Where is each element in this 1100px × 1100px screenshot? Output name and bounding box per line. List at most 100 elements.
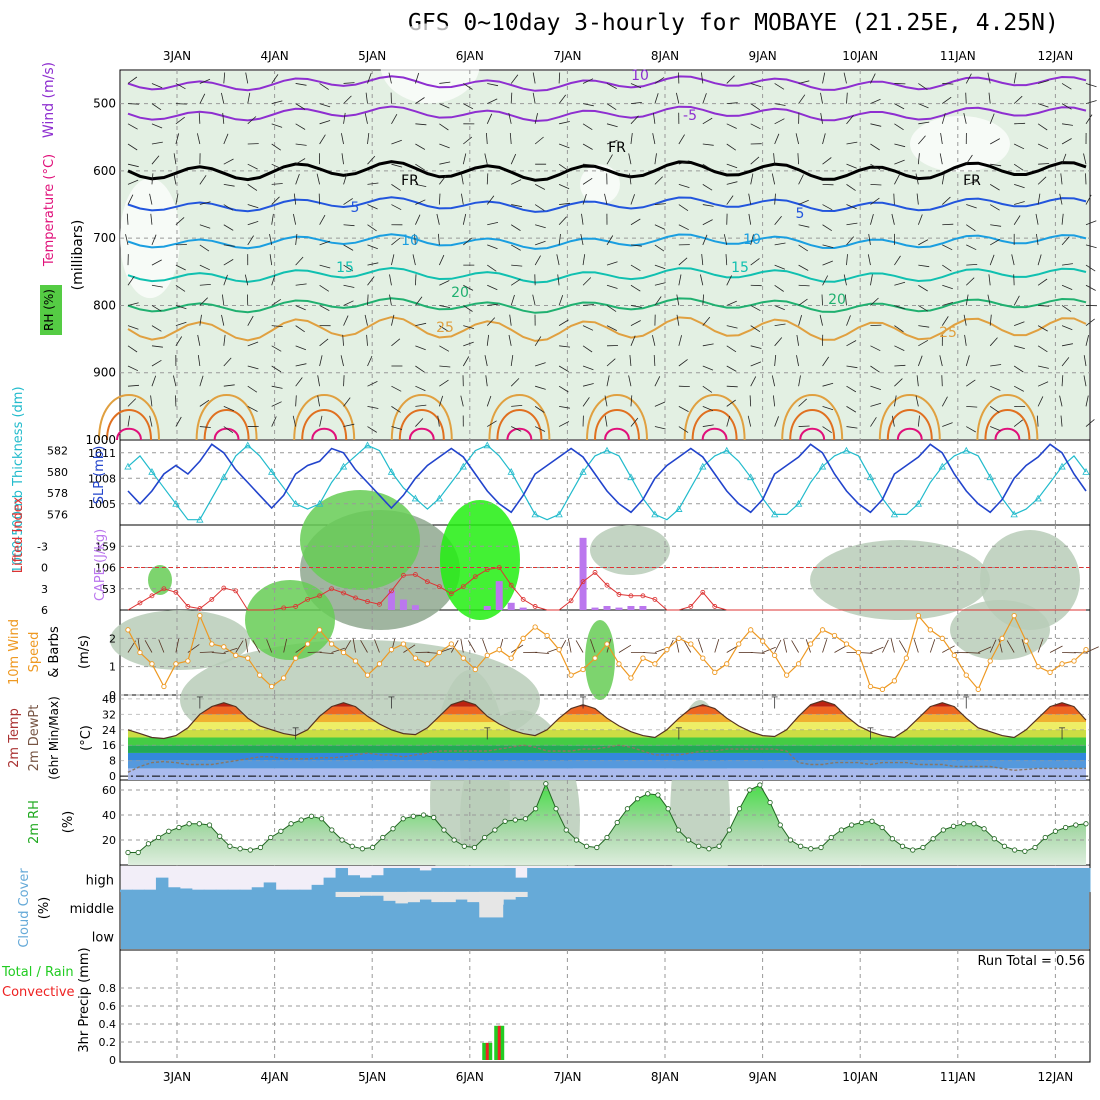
wind-barb bbox=[558, 233, 561, 245]
wind-barb bbox=[1013, 365, 1024, 373]
wind-barb bbox=[1037, 381, 1049, 387]
surface-isotherm bbox=[586, 394, 648, 441]
wind-barb bbox=[367, 155, 376, 165]
axis-title-thickness: 1000-500mb Thickness (dm) bbox=[11, 386, 26, 573]
rh2m-point bbox=[961, 821, 967, 827]
wind-barb bbox=[343, 95, 352, 104]
wind-barb bbox=[726, 345, 737, 353]
wind-barb bbox=[604, 415, 608, 427]
wind-barb bbox=[654, 401, 666, 407]
wind10-point bbox=[484, 652, 490, 658]
cloud-high-cell bbox=[802, 868, 816, 893]
wind-barb bbox=[894, 255, 901, 266]
wind-barb bbox=[870, 274, 873, 286]
wind-barb bbox=[391, 184, 401, 191]
wind-barb bbox=[199, 201, 211, 205]
surface-isotherm bbox=[789, 409, 836, 441]
wind-barb bbox=[797, 153, 799, 165]
wind-barb bbox=[774, 416, 779, 427]
wind-barb bbox=[1085, 395, 1089, 407]
wind-barb bbox=[223, 224, 234, 231]
cloud-high-cell bbox=[706, 868, 720, 893]
wind-barb bbox=[726, 123, 737, 129]
wind-barb bbox=[822, 275, 829, 286]
wind10-barb bbox=[762, 646, 776, 653]
wind-barb bbox=[1014, 201, 1025, 205]
wind10-barb bbox=[1006, 640, 1015, 653]
wind-barb bbox=[942, 223, 954, 226]
wind-barb bbox=[439, 103, 450, 109]
wind-barb bbox=[271, 274, 276, 286]
wind-barb bbox=[582, 325, 594, 331]
wind-barb bbox=[343, 264, 354, 272]
cloud-high-cell bbox=[634, 868, 648, 893]
temp-band bbox=[128, 752, 1086, 761]
wind-barb bbox=[558, 163, 569, 171]
wind-barb bbox=[198, 112, 201, 124]
wind-barb bbox=[486, 132, 488, 145]
wind-barb bbox=[822, 204, 833, 211]
wind-barb bbox=[606, 123, 618, 128]
rh2m-point bbox=[869, 818, 875, 824]
wind-barb bbox=[511, 405, 523, 407]
wind-barb bbox=[151, 325, 162, 332]
wind-barb bbox=[534, 336, 542, 347]
wind-barb bbox=[535, 385, 546, 390]
rh2m-point bbox=[757, 782, 763, 788]
wind10-point bbox=[520, 635, 526, 641]
wind-barb bbox=[319, 214, 326, 225]
thickness-point bbox=[723, 446, 731, 454]
wind-barb bbox=[796, 334, 799, 346]
wind-barb bbox=[606, 325, 617, 331]
cloud-high-cell bbox=[1018, 868, 1031, 893]
wind-barb bbox=[510, 92, 513, 104]
wind-barb bbox=[343, 224, 355, 227]
li-point bbox=[329, 586, 334, 592]
wind-barb bbox=[127, 103, 140, 105]
cloud-high-cell bbox=[958, 868, 971, 893]
wind-barb bbox=[891, 213, 895, 225]
wind-barb bbox=[534, 255, 541, 266]
rh2m-point bbox=[400, 816, 406, 822]
wind-barb bbox=[1061, 153, 1067, 165]
wind-barb bbox=[343, 112, 346, 124]
rh2m-point bbox=[563, 827, 569, 833]
wind-barb bbox=[461, 173, 464, 185]
wind-barb bbox=[484, 153, 488, 165]
wind-barb bbox=[774, 103, 786, 106]
wind-barb bbox=[918, 305, 929, 312]
rh-tick: 40 bbox=[102, 809, 116, 822]
wind-barb bbox=[676, 92, 680, 104]
wind-barb bbox=[915, 173, 919, 185]
wind10-point bbox=[137, 649, 143, 656]
date-bottom-8JAN: 8JAN bbox=[651, 1070, 679, 1084]
cloud-high-cell bbox=[143, 889, 157, 893]
surface-isotherm bbox=[886, 409, 933, 441]
cape-bar bbox=[579, 537, 587, 610]
wind-barb bbox=[654, 264, 666, 270]
wind-barb bbox=[822, 426, 832, 434]
wind-barb bbox=[725, 254, 728, 266]
li-point bbox=[424, 579, 430, 585]
rh2m-point bbox=[685, 837, 692, 843]
wind10-barb bbox=[890, 638, 895, 653]
wind-barb bbox=[127, 179, 139, 185]
wind-barb bbox=[415, 143, 426, 150]
wind-barb bbox=[295, 345, 307, 351]
wind10-barb bbox=[683, 640, 692, 653]
wind10-barb bbox=[774, 639, 782, 653]
rh2m-point bbox=[930, 836, 936, 842]
rh2m-point bbox=[533, 806, 539, 812]
li-point bbox=[221, 585, 227, 591]
wind-barb bbox=[463, 103, 474, 110]
wind-barb bbox=[1013, 143, 1025, 150]
wind10-barb bbox=[175, 638, 180, 653]
wind-barb bbox=[463, 305, 473, 312]
temp-band bbox=[128, 729, 1086, 738]
wind-barb bbox=[462, 213, 467, 225]
wind10-barb bbox=[575, 640, 584, 653]
rh-clear bbox=[120, 178, 180, 299]
wind-barb bbox=[1061, 236, 1070, 246]
wind-barb bbox=[364, 113, 368, 124]
wind-barb bbox=[678, 224, 689, 231]
